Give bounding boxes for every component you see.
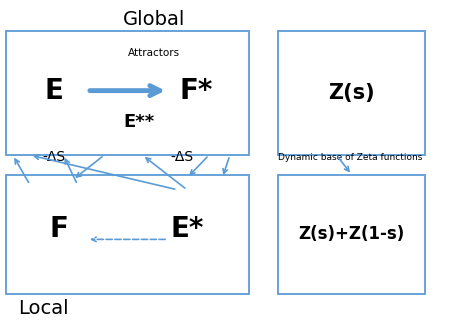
Bar — [6, 31, 249, 155]
FancyArrowPatch shape — [65, 159, 76, 182]
Bar — [277, 175, 424, 294]
Text: E: E — [44, 77, 63, 105]
Text: F*: F* — [179, 77, 213, 105]
Text: Z(s)+Z(1-s): Z(s)+Z(1-s) — [298, 225, 404, 244]
FancyArrowPatch shape — [76, 157, 102, 177]
FancyArrowPatch shape — [190, 157, 207, 175]
Text: Local: Local — [18, 299, 69, 318]
Text: Global: Global — [122, 10, 184, 29]
FancyArrowPatch shape — [337, 157, 348, 171]
Bar — [277, 31, 424, 155]
Text: -ΔS: -ΔS — [42, 150, 65, 164]
Bar — [6, 175, 249, 294]
Text: Z(s): Z(s) — [328, 82, 374, 103]
FancyArrowPatch shape — [92, 237, 165, 242]
Text: E**: E** — [124, 114, 155, 131]
Text: Dynamic base of Zeta functions: Dynamic base of Zeta functions — [277, 152, 421, 162]
Text: F: F — [49, 215, 68, 244]
FancyArrowPatch shape — [223, 158, 229, 174]
Text: E*: E* — [170, 215, 203, 244]
Text: Attractors: Attractors — [127, 48, 179, 58]
Text: -ΔS: -ΔS — [170, 150, 193, 164]
FancyArrowPatch shape — [34, 155, 175, 189]
FancyArrowPatch shape — [15, 159, 28, 182]
FancyArrowPatch shape — [146, 158, 184, 188]
